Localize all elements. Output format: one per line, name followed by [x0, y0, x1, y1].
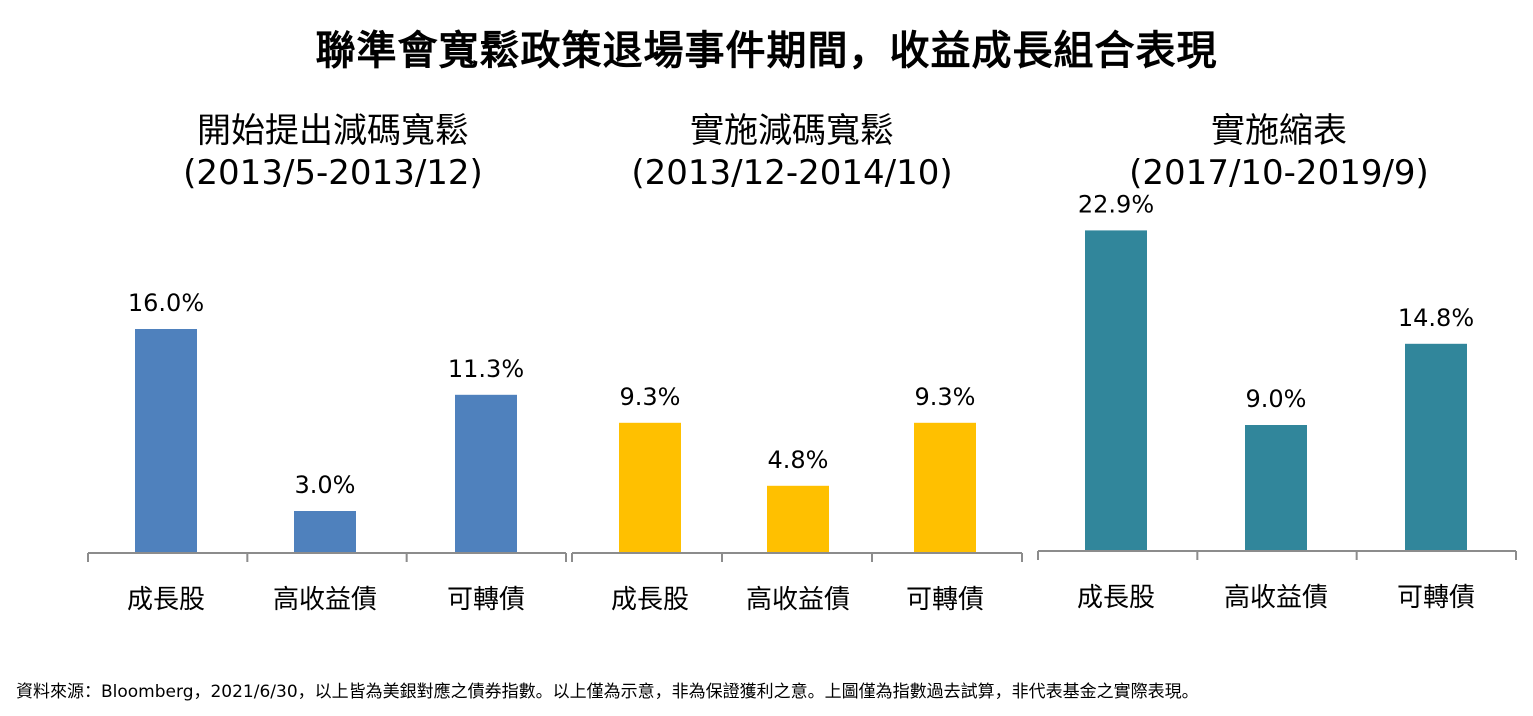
bar-panel3-3 [1405, 343, 1467, 551]
panel-3-title: 實施縮表 [1211, 111, 1347, 151]
category-label-panel2-3: 可轉債 [906, 585, 984, 615]
panel-2-subtitle: (2013/12-2014/10) [631, 153, 953, 193]
value-label-panel2-1: 9.3% [620, 383, 681, 411]
category-label-panel3-3: 可轉債 [1397, 583, 1475, 613]
category-label-panel2-2: 高收益債 [746, 585, 850, 615]
source-footnote: 資料來源：Bloomberg，2021/6/30，以上皆為美銀對應之債券指數。以… [16, 682, 1199, 702]
panel-1-header: 開始提出減碼寬鬆 (2013/5-2013/12) [88, 110, 578, 194]
panel-1-title: 開始提出減碼寬鬆 [197, 111, 469, 151]
chart-panel-3: 22.9% 成長股 9.0% 高收益債 14.8% 可轉債 [1037, 190, 1517, 613]
bar-panel1-2 [294, 511, 356, 553]
value-label-panel3-1: 22.9% [1078, 190, 1154, 218]
category-label-panel1-1: 成長股 [127, 585, 205, 615]
category-label-panel1-3: 可轉債 [447, 585, 525, 615]
value-label-panel1-1: 16.0% [128, 289, 204, 317]
bar-panel2-1 [619, 422, 681, 553]
value-label-panel3-2: 9.0% [1246, 385, 1307, 413]
chart-main-title: 聯準會寬鬆政策退場事件期間，收益成長組合表現 [315, 28, 1218, 74]
value-label-panel2-3: 9.3% [915, 383, 976, 411]
panel-3-header: 實施縮表 (2017/10-2019/9) [1040, 110, 1518, 194]
bar-panel2-3 [914, 422, 976, 553]
category-label-panel1-2: 高收益債 [273, 585, 377, 615]
bar-panel1-1 [135, 329, 197, 553]
chart-panel-1: 16.0% 成長股 3.0% 高收益債 11.3% 可轉債 [87, 289, 567, 615]
panel-2-header: 實施減碼寬鬆 (2013/12-2014/10) [572, 110, 1012, 194]
bar-panel1-3 [455, 394, 517, 553]
value-label-panel2-2: 4.8% [768, 446, 829, 474]
value-label-panel3-3: 14.8% [1398, 304, 1474, 332]
value-label-panel1-2: 3.0% [295, 471, 356, 499]
panel-3-subtitle: (2017/10-2019/9) [1129, 153, 1429, 193]
chart-panel-2: 9.3% 成長股 4.8% 高收益債 9.3% 可轉債 [571, 383, 1023, 615]
panel-1-subtitle: (2013/5-2013/12) [183, 153, 483, 193]
category-label-panel2-1: 成長股 [611, 585, 689, 615]
category-label-panel3-2: 高收益債 [1224, 583, 1328, 613]
bar-panel3-2 [1245, 425, 1307, 551]
bar-panel3-1 [1085, 230, 1147, 551]
panel-2-title: 實施減碼寬鬆 [690, 111, 894, 151]
bar-panel2-2 [767, 485, 829, 553]
value-label-panel1-3: 11.3% [448, 355, 524, 383]
category-label-panel3-1: 成長股 [1077, 583, 1155, 613]
